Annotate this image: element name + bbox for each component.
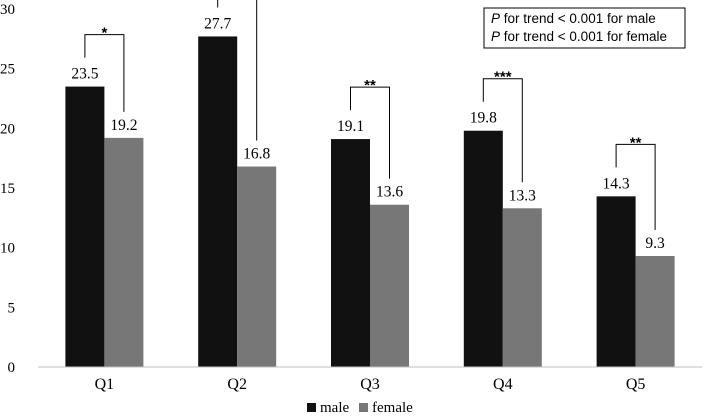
bar-female	[502, 208, 542, 367]
annotation-line-2: P for trend < 0.001 for female	[491, 29, 667, 44]
y-tick-label: 30	[0, 2, 15, 18]
annotation-line-1: P for trend < 0.001 for male	[491, 11, 656, 26]
bars: 23.5 19.2 27.7 16.8 19.1 13.6 19.8 13.3 14.3 9.3	[65, 15, 675, 368]
legend-swatch-female	[359, 403, 368, 412]
data-label-female: 9.3	[645, 235, 665, 252]
significance-bracket	[84, 34, 125, 112]
x-axis-categories: Q1 Q2 Q3 Q4 Q5	[95, 376, 646, 393]
annotation-p-symbol-1: P	[491, 11, 500, 26]
x-category-label: Q5	[626, 376, 646, 393]
significance-bracket	[482, 78, 523, 183]
bar-male	[331, 139, 370, 367]
legend-swatch-male	[307, 403, 316, 412]
y-tick-label: 20	[0, 121, 15, 137]
bar-male	[65, 86, 105, 368]
data-label-female: 13.3	[509, 187, 536, 204]
legend-label-male: male	[320, 400, 349, 416]
bar-female	[370, 204, 409, 367]
data-label-male: 19.1	[337, 118, 364, 135]
data-label-male: 27.7	[204, 15, 231, 32]
data-label-male: 23.5	[71, 66, 98, 83]
bar-male	[463, 130, 503, 367]
data-label-female: 16.8	[243, 146, 270, 163]
y-tick-label: 10	[0, 241, 15, 257]
significance-marker: *	[101, 25, 107, 42]
x-category-label: Q1	[95, 376, 115, 393]
y-tick-label: 15	[0, 181, 15, 197]
x-category-label: Q2	[227, 376, 247, 393]
legend-label-female: female	[372, 400, 413, 416]
y-axis-ticks: 0 5 10 15 20 25 30	[0, 2, 15, 376]
annotation-box: P for trend < 0.001 for male P for trend…	[483, 7, 686, 49]
bar-female	[635, 256, 675, 367]
bar-male	[198, 36, 238, 368]
x-category-label: Q3	[360, 376, 380, 393]
significance-bracket	[615, 143, 656, 231]
annotation-text-2: for trend < 0.001 for female	[500, 29, 667, 44]
x-category-label: Q4	[493, 376, 513, 393]
significance-marker: **	[364, 77, 376, 94]
annotation-border	[483, 7, 686, 49]
significance-brackets: ***********	[84, 0, 656, 231]
bar-male	[596, 196, 636, 367]
legend: male female	[307, 400, 413, 416]
y-tick-label: 5	[8, 300, 16, 316]
data-label-male: 14.3	[603, 175, 630, 192]
y-tick-label: 0	[8, 360, 16, 376]
significance-bracket	[350, 86, 390, 179]
data-label-male: 19.8	[470, 110, 497, 127]
bar-female	[104, 137, 144, 367]
data-label-female: 13.6	[376, 184, 403, 201]
bar-female	[237, 166, 277, 367]
significance-marker: ***	[494, 69, 512, 86]
annotation-text-1: for trend < 0.001 for male	[500, 11, 656, 26]
significance-bracket	[217, 0, 258, 141]
data-label-female: 19.2	[110, 117, 137, 134]
y-tick-label: 25	[0, 62, 15, 78]
significance-marker: **	[630, 134, 642, 151]
annotation-p-symbol-2: P	[491, 29, 500, 44]
